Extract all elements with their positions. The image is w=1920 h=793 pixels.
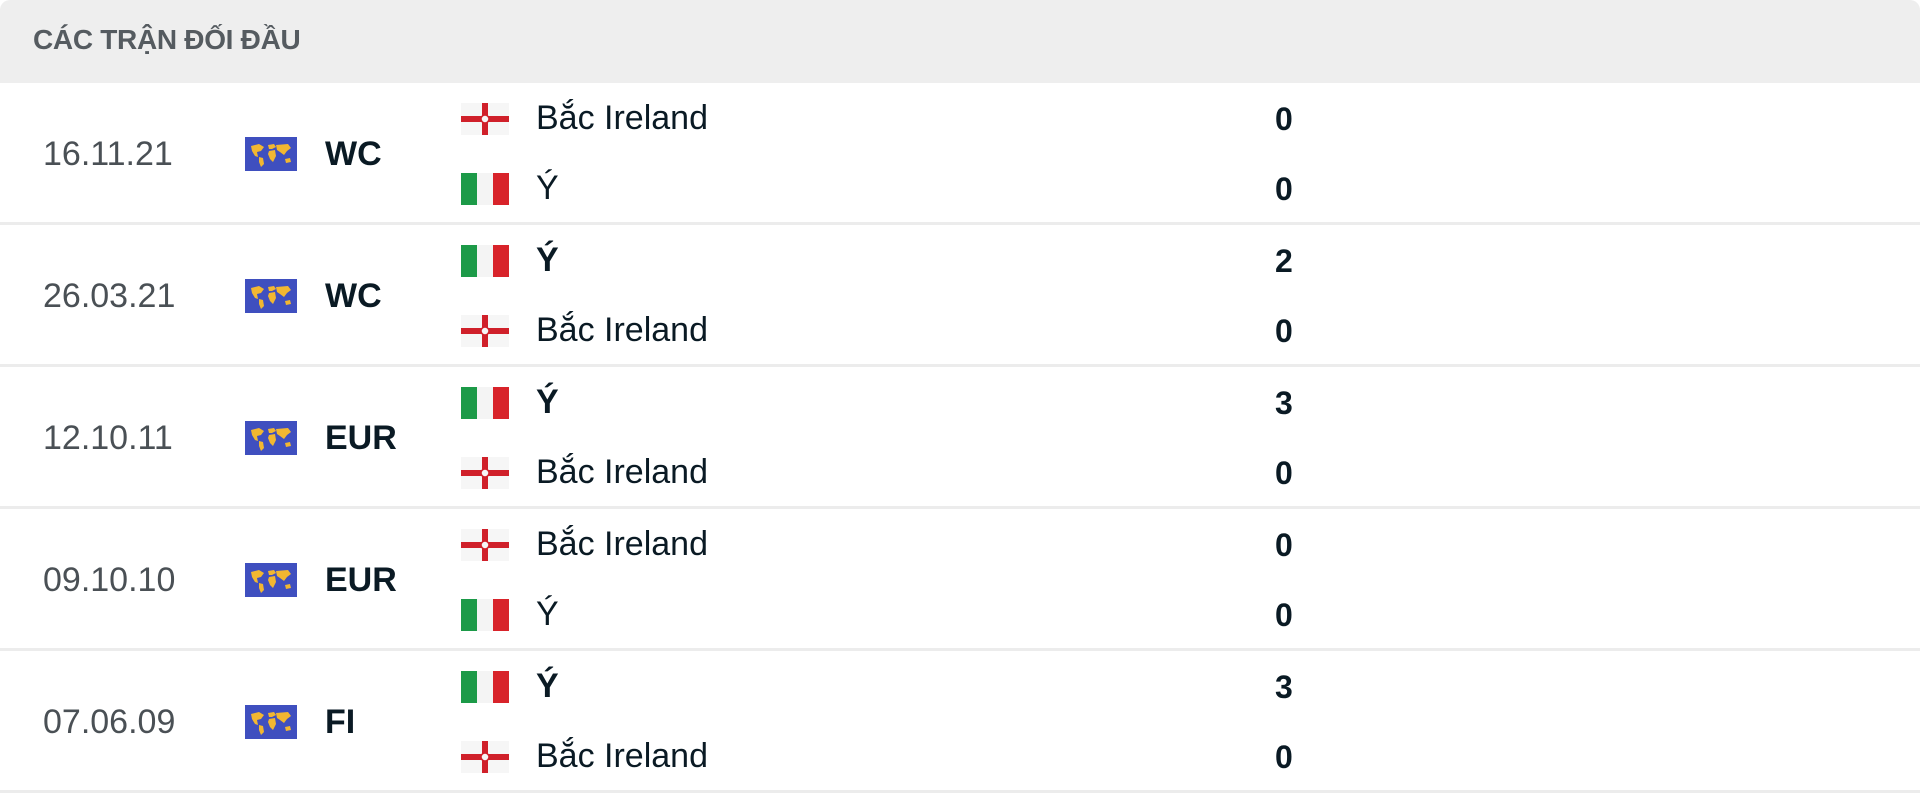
match-row[interactable]: 07.06.09 FI Ý 3 Bắc Ireland 0 [0, 651, 1920, 793]
team-score: 0 [1275, 455, 1293, 491]
team-name: Bắc Ireland [536, 525, 708, 563]
team-score: 0 [1275, 527, 1293, 563]
northern-ireland-flag-icon [461, 457, 509, 489]
team-name: Ý [536, 241, 559, 279]
team-name: Bắc Ireland [536, 311, 708, 349]
competition-label: FI [325, 703, 356, 741]
world-map-icon [245, 279, 297, 313]
team-name: Ý [536, 595, 559, 633]
team-score: 3 [1275, 669, 1293, 705]
match-date: 07.06.09 [43, 703, 176, 741]
team-name: Ý [536, 667, 559, 705]
italy-flag-icon [461, 387, 509, 419]
team-name: Bắc Ireland [536, 99, 708, 137]
northern-ireland-flag-icon [461, 315, 509, 347]
team-score: 0 [1275, 739, 1293, 775]
team-score: 0 [1275, 171, 1293, 207]
team-score: 0 [1275, 313, 1293, 349]
match-date: 16.11.21 [43, 135, 173, 173]
world-map-icon [245, 421, 297, 455]
match-row[interactable]: 09.10.10 EUR Bắc Ireland 0 Ý 0 [0, 509, 1920, 651]
section-header: CÁC TRẬN ĐỐI ĐẦU [0, 0, 1920, 83]
world-map-icon [245, 137, 297, 171]
match-row[interactable]: 12.10.11 EUR Ý 3 Bắc Ireland 0 [0, 367, 1920, 509]
competition-label: WC [325, 277, 382, 315]
team-name: Ý [536, 169, 559, 207]
italy-flag-icon [461, 245, 509, 277]
world-map-icon [245, 705, 297, 739]
northern-ireland-flag-icon [461, 741, 509, 773]
northern-ireland-flag-icon [461, 529, 509, 561]
competition-label: EUR [325, 419, 397, 457]
team-score: 0 [1275, 101, 1293, 137]
italy-flag-icon [461, 671, 509, 703]
competition-label: WC [325, 135, 382, 173]
team-score: 3 [1275, 385, 1293, 421]
team-score: 2 [1275, 243, 1293, 279]
italy-flag-icon [461, 173, 509, 205]
match-date: 12.10.11 [43, 419, 173, 457]
match-row[interactable]: 16.11.21 WC Bắc Ireland 0 Ý 0 [0, 83, 1920, 225]
team-score: 0 [1275, 597, 1293, 633]
team-name: Bắc Ireland [536, 737, 708, 775]
match-row[interactable]: 26.03.21 WC Ý 2 Bắc Ireland 0 [0, 225, 1920, 367]
team-name: Bắc Ireland [536, 453, 708, 491]
team-name: Ý [536, 383, 559, 421]
match-date: 26.03.21 [43, 277, 176, 315]
northern-ireland-flag-icon [461, 103, 509, 135]
italy-flag-icon [461, 599, 509, 631]
competition-label: EUR [325, 561, 397, 599]
world-map-icon [245, 563, 297, 597]
section-title: CÁC TRẬN ĐỐI ĐẦU [33, 24, 301, 55]
match-date: 09.10.10 [43, 561, 176, 599]
